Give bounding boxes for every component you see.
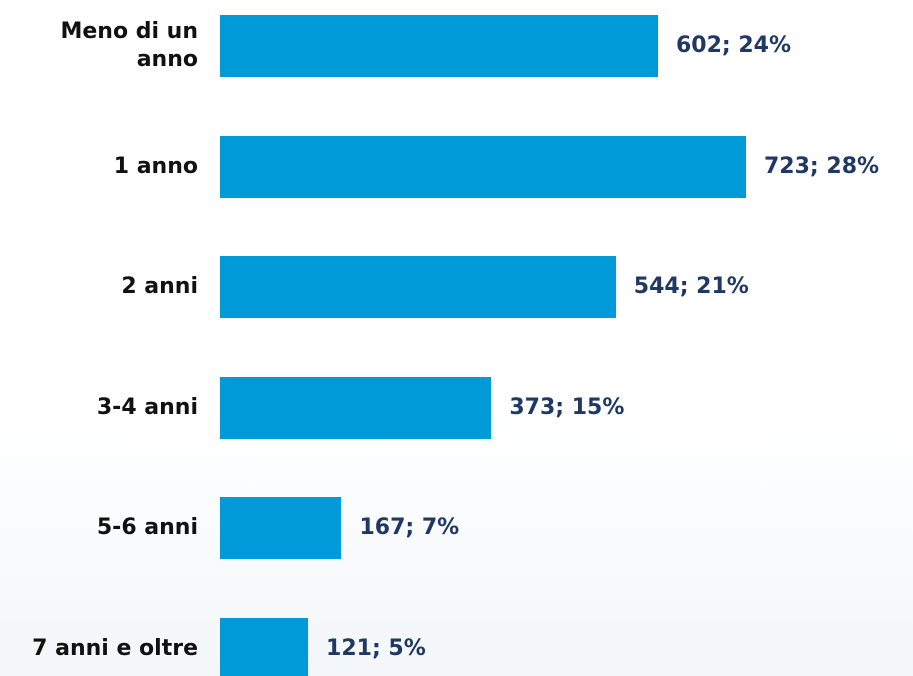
data-label: 167; 7% — [359, 514, 459, 542]
data-label: 121; 5% — [326, 635, 426, 663]
bar — [220, 377, 491, 439]
category-label: 2 anni — [0, 273, 198, 301]
category-label: 5-6 anni — [0, 514, 198, 542]
category-label: Meno di un anno — [0, 18, 198, 74]
category-label: 7 anni e oltre — [0, 635, 198, 663]
chart: Meno di un anno 602; 24% 1 anno 723; 28% 2 a… — [0, 0, 913, 676]
bar — [220, 497, 341, 559]
data-label: 544; 21% — [634, 273, 749, 301]
bar — [220, 256, 616, 318]
bar — [220, 618, 308, 676]
category-label: 3-4 anni — [0, 394, 198, 422]
category-label: 1 anno — [0, 153, 198, 181]
data-label: 602; 24% — [676, 32, 791, 60]
data-label: 373; 15% — [509, 394, 624, 422]
bar — [220, 15, 658, 77]
data-label: 723; 28% — [764, 153, 879, 181]
bar — [220, 136, 746, 198]
